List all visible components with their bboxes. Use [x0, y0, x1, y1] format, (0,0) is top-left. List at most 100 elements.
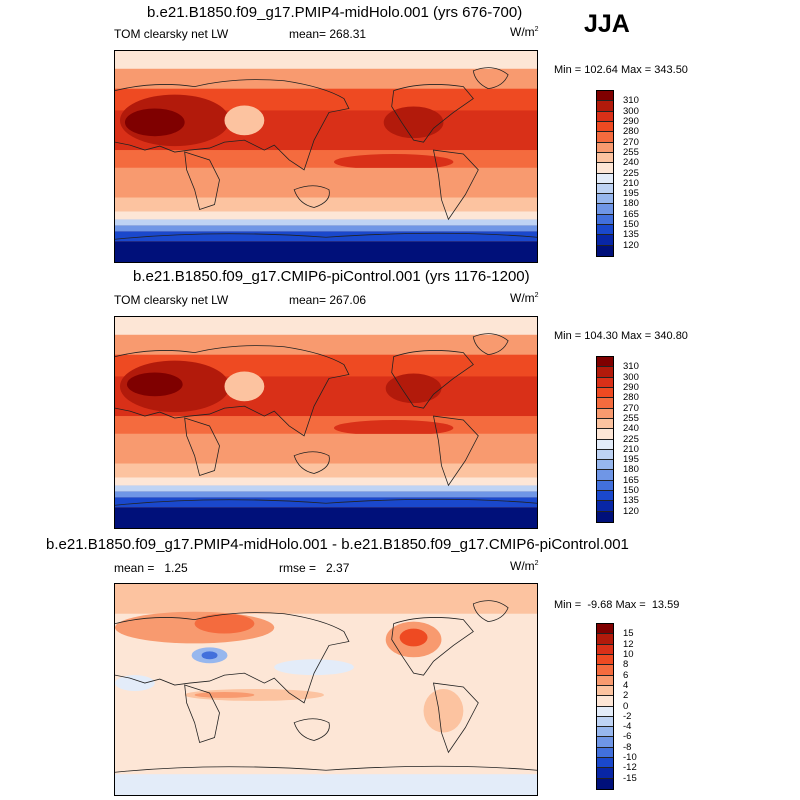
panel3-spcz-hot: [194, 691, 255, 698]
panel3-eurasia-hot: [194, 613, 255, 634]
panel2-colorbar-box: [597, 418, 613, 430]
panel1-colorbar-tick: 135: [623, 229, 639, 241]
panel2-colorbar-tick: 255: [623, 412, 639, 424]
panel2-colorbar-box: [597, 398, 613, 409]
panel2-mean-label: mean= 267.06: [289, 293, 367, 307]
panel1-colorbar-box: [597, 214, 613, 226]
panel1-colorbar-tick: 150: [623, 219, 639, 231]
panel1-minmax: Min = 102.64 Max = 343.50: [554, 64, 688, 76]
panel3-colorbar-tick: 0: [623, 700, 629, 712]
panel2-colorbar: [596, 356, 614, 523]
panel1-colorbar-tick: 180: [623, 198, 639, 210]
panel2-colorbar-tick: 225: [623, 433, 639, 445]
panel3-colorbar-box: [597, 634, 613, 645]
panel2-colorbar-box: [597, 408, 613, 419]
panel2-variable-label: TOM clearsky net LW: [114, 293, 229, 307]
panel3-india-cold: [201, 651, 218, 660]
panel3-map-svg: [115, 584, 537, 795]
panel3-antarctic-cool: [115, 774, 537, 795]
panel2-tibet-cool: [224, 371, 265, 402]
panel1-colorbar-box: [597, 101, 613, 112]
panel3-colorbar-tick: -12: [623, 762, 637, 774]
panel2-band-s1: [115, 433, 537, 464]
panel2-colorbar-tick: 240: [623, 423, 639, 435]
panel3-colorbar-tick: 2: [623, 690, 629, 702]
panel2-colorbar-box: [597, 377, 613, 388]
panel1-band-arctic: [115, 51, 537, 69]
panel1-namerica-hot: [383, 106, 444, 139]
panel2-colorbar-box: [597, 367, 613, 378]
panel2-colorbar-box: [597, 449, 613, 461]
panel3-map: [114, 583, 538, 796]
panel1-colorbar: [596, 90, 614, 257]
panel2-colorbar-box: [597, 357, 613, 368]
panel2-band-s2: [115, 463, 537, 478]
panel2-units-sup: 2: [534, 292, 539, 299]
panel2-colorbar-box: [597, 501, 613, 512]
panel3-units-text: W/m: [510, 559, 535, 573]
panel3-colorbar-box: [597, 685, 613, 697]
panel2-coastlines: [115, 333, 537, 506]
panel1-map-svg: [115, 51, 537, 262]
panel1-coastlines: [115, 67, 537, 240]
panel1-colorbar-tick: 290: [623, 115, 639, 127]
panel2-colorbar-box: [597, 439, 613, 450]
panel1-colorbar-box: [597, 142, 613, 153]
panel2-colorbar-tick: 280: [623, 392, 639, 404]
panel1-colorbar-box: [597, 225, 613, 236]
panel1-sahara-core: [124, 108, 185, 137]
panel2-colorbar-tick: 290: [623, 381, 639, 393]
panel2-map: [114, 316, 538, 529]
panel3-colorbar-tick: 15: [623, 628, 634, 640]
panel1-colorbar-box: [597, 235, 613, 246]
panel2-band-arctic: [115, 317, 537, 335]
panel2-colorbar-tick: 180: [623, 464, 639, 476]
panel2-colorbar-tick: 120: [623, 505, 639, 517]
panel2-colorbar-box: [597, 511, 613, 522]
panel2-colorbar-box: [597, 429, 613, 440]
panel3-colorbar-box: [597, 747, 613, 759]
panel2-units-text: W/m: [510, 291, 535, 305]
panel3-pacific-cool: [274, 659, 354, 676]
panel3-colorbar-tick: -10: [623, 752, 637, 764]
panel2-colorbar-tick: 270: [623, 402, 639, 414]
panel3-namerica-hot: [399, 628, 428, 647]
panel1-variable-label: TOM clearsky net LW: [114, 27, 229, 41]
panel3-colorbar-tick: 12: [623, 638, 634, 650]
panel2-band-s5: [115, 491, 537, 498]
panel3-units: W/m2: [510, 559, 539, 573]
panel3-colorbar-box: [597, 624, 613, 635]
panel2-colorbar-box: [597, 470, 613, 481]
panel3-colorbar-box: [597, 716, 613, 728]
panel2-band-s4: [115, 485, 537, 492]
panel3-colorbar-tick: -15: [623, 772, 637, 784]
panel1-colorbar-tick: 300: [623, 105, 639, 117]
panel3-samerica-warm: [423, 689, 464, 733]
panel3-title: b.e21.B1850.f09_g17.PMIP4-midHolo.001 - …: [46, 536, 629, 553]
panel3-colorbar-box: [597, 737, 613, 748]
panel2-colorbar-tick: 300: [623, 371, 639, 383]
panel2-spacific-hot: [333, 420, 454, 436]
panel1-colorbar-box: [597, 152, 613, 164]
panel1-units-sup: 2: [534, 26, 539, 33]
panel1-colorbar-box: [597, 245, 613, 256]
panel2-sahara-core: [126, 372, 183, 397]
panel3-colorbar: [596, 623, 614, 790]
panel1-band-s2: [115, 197, 537, 212]
panel3-colorbar-box: [597, 675, 613, 686]
panel1-band-s6: [115, 231, 537, 242]
panel1-map: [114, 50, 538, 263]
panel2-band-n1: [115, 334, 537, 355]
panel3-colorbar-tick: 8: [623, 659, 629, 671]
panel1-spacific-hot: [333, 154, 454, 170]
panel2-minmax: Min = 104.30 Max = 340.80: [554, 330, 688, 342]
panel1-colorbar-tick: 255: [623, 146, 639, 158]
panel3-colorbar-tick: 10: [623, 648, 634, 660]
panel2-colorbar-tick: 195: [623, 454, 639, 466]
panel3-rmse-label: rmse = 2.37: [279, 561, 350, 575]
panel2-title: b.e21.B1850.f09_g17.CMIP6-piControl.001 …: [133, 268, 530, 285]
panel2-colorbar-tick: 135: [623, 495, 639, 507]
panel2-colorbar-box: [597, 491, 613, 502]
panel3-minmax: Min = -9.68 Max = 13.59: [554, 599, 680, 611]
panel1-title: b.e21.B1850.f09_g17.PMIP4-midHolo.001 (y…: [147, 4, 523, 21]
